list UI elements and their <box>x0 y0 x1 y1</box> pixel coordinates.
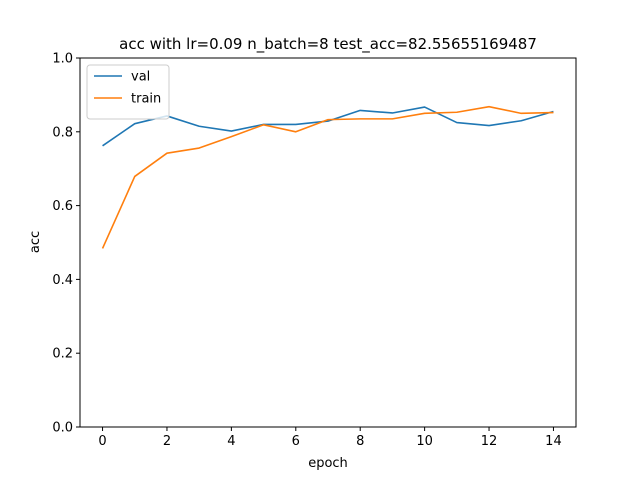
legend-label-val: val <box>131 70 150 85</box>
legend-label-train: train <box>131 92 161 107</box>
x-tick-label: 6 <box>292 434 300 449</box>
y-tick-label: 1.0 <box>52 52 73 67</box>
y-axis: 0.0 0.2 0.4 0.6 0.8 1.0 <box>52 52 80 436</box>
x-tick-label: 14 <box>545 434 562 449</box>
y-tick-label: 0.4 <box>52 273 73 288</box>
y-tick-label: 0.6 <box>52 199 73 214</box>
y-tick-label: 0.8 <box>52 125 73 140</box>
x-tick-label: 0 <box>98 434 106 449</box>
x-tick-label: 2 <box>163 434 171 449</box>
x-tick-label: 12 <box>481 434 498 449</box>
x-tick-label: 8 <box>356 434 364 449</box>
x-axis: 0 2 4 6 8 10 12 14 <box>98 427 562 449</box>
y-axis-label: acc <box>28 231 43 253</box>
chart-title: acc with lr=0.09 n_batch=8 test_acc=82.5… <box>119 35 537 54</box>
legend: val train <box>86 64 170 120</box>
series-line-val <box>102 106 554 147</box>
x-tick-label: 10 <box>416 434 433 449</box>
series-line-train <box>101 105 554 249</box>
y-tick-label: 0.0 <box>52 421 73 436</box>
series-layer <box>101 105 554 249</box>
legend-box <box>86 64 170 120</box>
plot-frame <box>79 57 577 428</box>
x-axis-label: epoch <box>308 456 348 471</box>
x-tick-label: 4 <box>227 434 235 449</box>
y-tick-label: 0.2 <box>52 347 73 362</box>
